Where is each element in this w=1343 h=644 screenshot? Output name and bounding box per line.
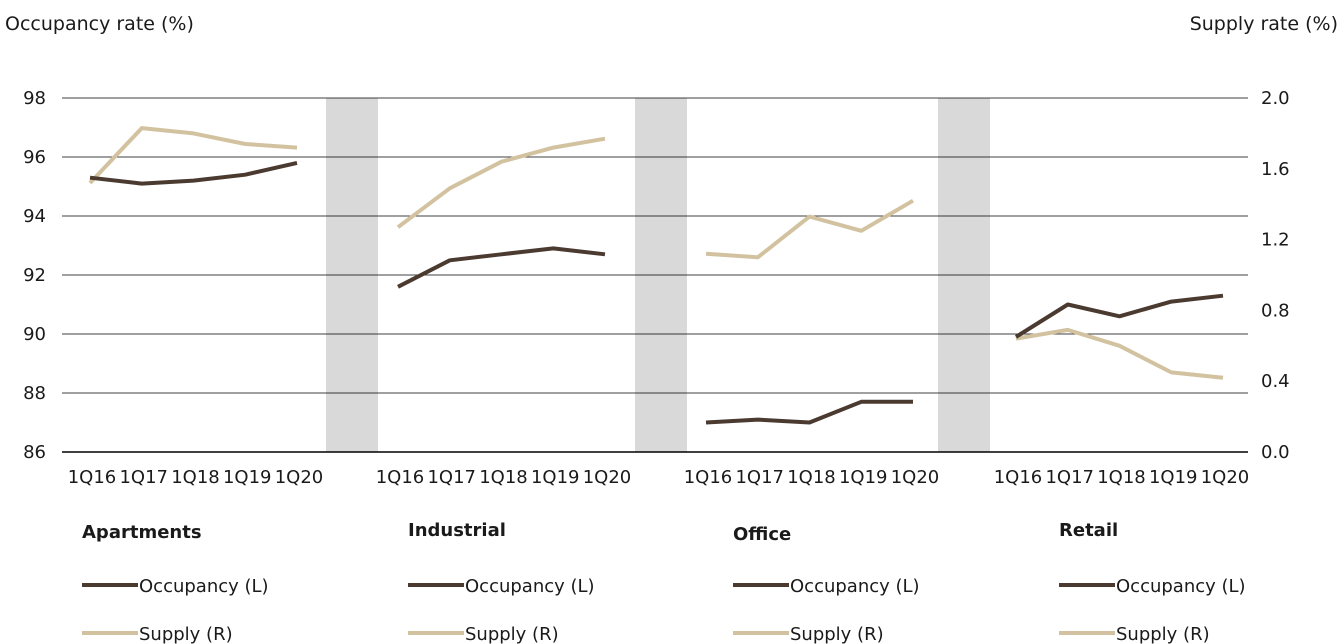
left-axis-ticks: 98 96 94 92 90 88 86 (23, 88, 46, 463)
x-tick-label: 1Q18 (1097, 467, 1146, 488)
panel-name: Apartments (82, 522, 202, 543)
left-tick-label: 90 (23, 324, 46, 345)
left-tick-label: 96 (23, 147, 46, 168)
legends: Apartments Occupancy (L) Supply (R) Industr… (82, 520, 1246, 644)
right-tick-label: 0.8 (1261, 300, 1290, 321)
x-tick-label: 1Q20 (275, 467, 324, 488)
office-occupancy-line (705, 399, 913, 425)
supply-legend-label: Supply (R) (1116, 624, 1210, 644)
right-tick-label: 1.2 (1261, 230, 1290, 251)
panel-name: Retail (1059, 520, 1118, 541)
left-tick-label: 94 (23, 206, 46, 227)
occupancy-legend-label: Occupancy (L) (139, 576, 269, 597)
right-tick-label: 0.4 (1261, 371, 1290, 392)
left-axis-title: Occupancy rate (%) (5, 13, 194, 35)
panel-name: Industrial (408, 520, 506, 541)
x-tick-label: 1Q20 (583, 467, 632, 488)
x-tick-label: 1Q20 (1201, 467, 1250, 488)
occupancy-legend-label: Occupancy (L) (1116, 576, 1246, 597)
x-tick-label: 1Q18 (479, 467, 528, 488)
supply-legend-label: Supply (R) (139, 624, 233, 644)
series-lines (88, 126, 1224, 425)
x-tick-label: 1Q19 (223, 467, 272, 488)
right-tick-label: 2.0 (1261, 88, 1290, 109)
x-tick-label: 1Q16 (68, 467, 117, 488)
left-tick-label: 88 (23, 383, 46, 404)
supply-legend-label: Supply (R) (465, 624, 559, 644)
right-axis-ticks: 2.0 1.6 1.2 0.8 0.4 0.0 (1261, 88, 1290, 463)
x-tick-label: 1Q19 (1149, 467, 1198, 488)
occupancy-legend-label: Occupancy (L) (465, 576, 595, 597)
x-tick-label: 1Q18 (171, 467, 220, 488)
x-axis-ticks: 1Q16 1Q17 1Q18 1Q19 1Q20 1Q16 1Q17 1Q18 1Q19 1Q20… (68, 467, 1250, 488)
left-tick-label: 86 (23, 442, 46, 463)
right-axis-title: Supply rate (%) (1190, 13, 1338, 35)
industrial-occupancy-line (397, 246, 606, 289)
occupancy-legend-label: Occupancy (L) (790, 576, 920, 597)
panel-name: Office (733, 524, 791, 545)
x-tick-label: 1Q16 (994, 467, 1043, 488)
left-tick-label: 98 (23, 88, 46, 109)
right-tick-label: 1.6 (1261, 159, 1290, 180)
left-tick-label: 92 (23, 265, 46, 286)
x-tick-label: 1Q17 (735, 467, 784, 488)
x-tick-label: 1Q20 (891, 467, 940, 488)
x-tick-label: 1Q17 (119, 467, 168, 488)
x-tick-label: 1Q17 (427, 467, 476, 488)
x-tick-label: 1Q16 (684, 467, 733, 488)
retail-occupancy-line (1014, 293, 1224, 339)
industrial-supply-line (396, 136, 606, 229)
right-tick-label: 0.0 (1261, 442, 1290, 463)
apartments-occupancy-line (89, 160, 298, 186)
retail-supply-line (1015, 327, 1224, 380)
x-tick-label: 1Q19 (531, 467, 580, 488)
supply-legend-label: Supply (R) (790, 624, 884, 644)
x-tick-label: 1Q17 (1045, 467, 1094, 488)
apartments-supply-line (88, 126, 298, 185)
x-tick-label: 1Q19 (839, 467, 888, 488)
x-tick-label: 1Q18 (787, 467, 836, 488)
office-supply-line (705, 198, 915, 260)
x-tick-label: 1Q16 (376, 467, 425, 488)
